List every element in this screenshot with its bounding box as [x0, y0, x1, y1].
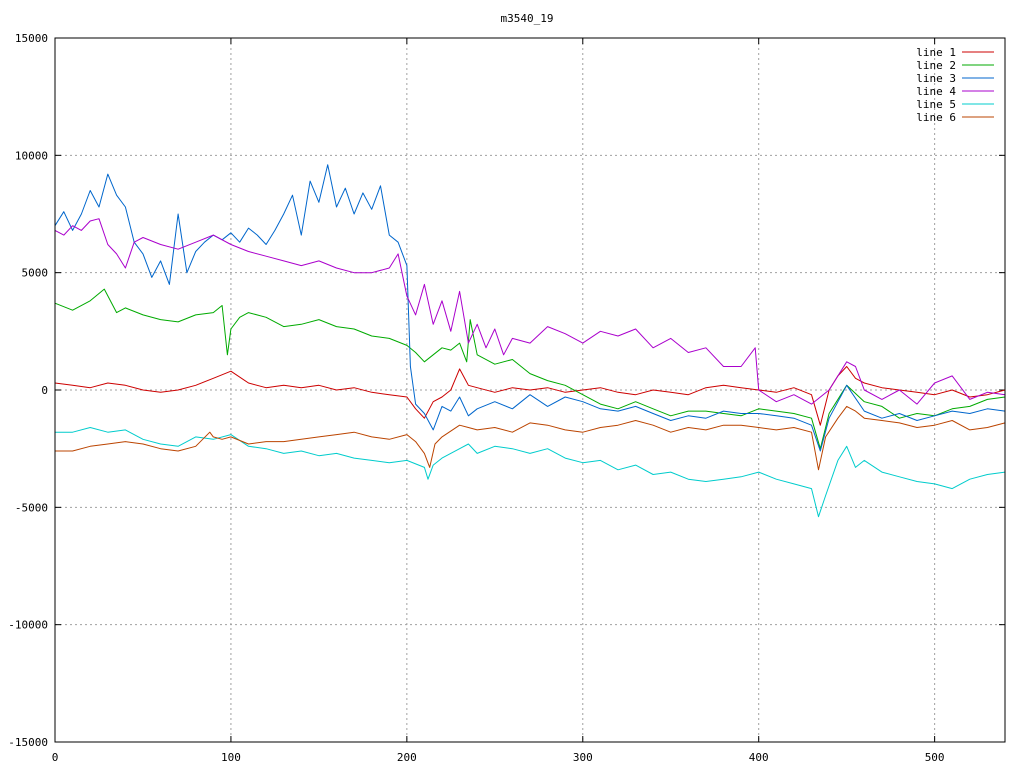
plot-frame [54, 37, 1006, 743]
series-layer [54, 164, 1006, 518]
y-tick-label: -15000 [8, 736, 48, 749]
y-tick-label: 0 [41, 384, 48, 397]
y-tick-label: -5000 [15, 501, 48, 514]
axis-layer: -15000 -10000 -5000 0 5000 10000 15000 0 100 200 3… [8, 32, 1005, 764]
legend-label: line 2 [916, 59, 956, 72]
legend-label: line 5 [916, 98, 956, 111]
x-tick-label: 400 [749, 751, 769, 764]
x-tick-label: 300 [573, 751, 593, 764]
y-tick-label: -10000 [8, 619, 48, 632]
x-tick-label: 200 [397, 751, 417, 764]
x-tick-label: 0 [52, 751, 59, 764]
x-tick-label: 100 [221, 751, 241, 764]
y-tick-label: 10000 [15, 149, 48, 162]
y-tick-label: 15000 [15, 32, 48, 45]
x-tick-label: 500 [925, 751, 945, 764]
series-line-1 [54, 366, 1006, 426]
series-line-6 [55, 405, 1006, 471]
series-line-3 [54, 164, 1006, 452]
chart-title: m3540_19 [501, 12, 554, 25]
y-tick-label: 5000 [22, 267, 49, 280]
legend-label: line 6 [916, 111, 956, 124]
legend-label: line 4 [916, 85, 956, 98]
series-line-4 [54, 218, 1006, 405]
legend-label: line 3 [916, 72, 956, 85]
series-line-5 [55, 427, 1006, 518]
legend-label: line 1 [916, 46, 956, 59]
series-line-2 [54, 288, 1006, 450]
